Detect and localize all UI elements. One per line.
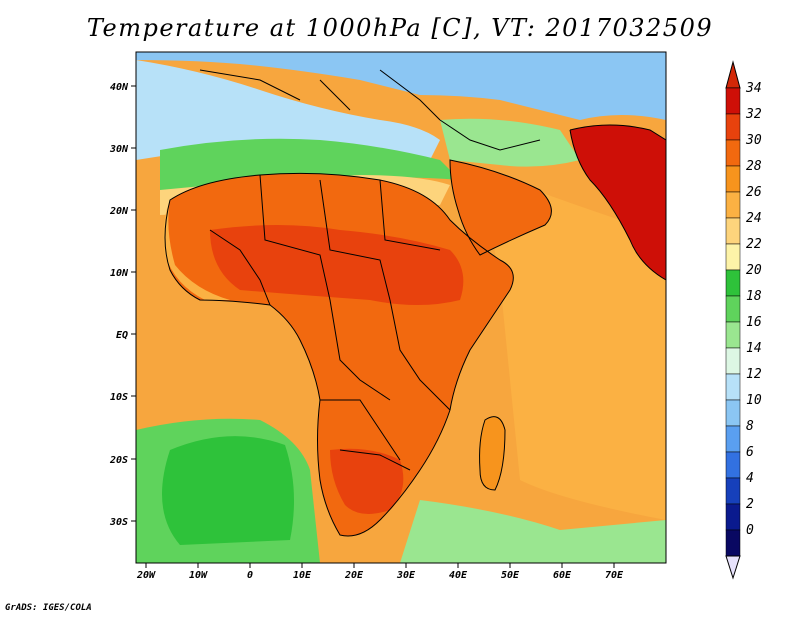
colorbar-swatch bbox=[725, 217, 741, 245]
lon-label: 20W bbox=[136, 570, 156, 581]
colorbar-label: 32 bbox=[745, 107, 762, 122]
map-frame bbox=[135, 51, 667, 564]
colorbar-label: 28 bbox=[746, 159, 762, 174]
colorbar-top-arrow bbox=[725, 60, 741, 89]
colorbar-label: 20 bbox=[746, 263, 762, 278]
colorbar-swatch bbox=[725, 165, 741, 193]
lon-label: 20E bbox=[344, 570, 364, 581]
colorbar-label: 4 bbox=[746, 471, 754, 486]
colorbar-swatch bbox=[725, 529, 741, 557]
lat-label: 20N bbox=[109, 206, 129, 217]
south-indian-cool-zone bbox=[400, 500, 666, 563]
political-borders bbox=[164, 69, 666, 537]
colorbar-label: 30 bbox=[745, 133, 762, 148]
colorbar-bottom-arrow bbox=[725, 555, 741, 580]
colorbar-swatch bbox=[725, 243, 741, 271]
credit-label: GrADS: IGES/COLA bbox=[5, 603, 92, 613]
longitude-labels: 20W 10W 0 10E 20E 30E 40E 50E 60E 70E bbox=[136, 570, 624, 581]
colorbar-label: 24 bbox=[746, 211, 762, 226]
lon-label: 50E bbox=[501, 570, 520, 581]
southern-africa-hot-zone bbox=[330, 448, 404, 514]
colorbar-swatch bbox=[725, 139, 741, 167]
colorbar-swatch bbox=[725, 87, 741, 115]
west-africa-coast bbox=[163, 200, 230, 300]
colorbar-label: 22 bbox=[746, 237, 762, 252]
mediterranean-sea bbox=[136, 60, 440, 160]
colorbar-label: 12 bbox=[746, 367, 762, 382]
lat-label: EQ bbox=[116, 330, 128, 341]
lat-label: 20S bbox=[109, 455, 128, 466]
colorbar-label: 6 bbox=[746, 445, 754, 460]
lon-label: 30E bbox=[396, 570, 416, 581]
lon-label: 10W bbox=[189, 570, 208, 581]
colorbar-label: 2 bbox=[746, 497, 754, 512]
colorbar-label: 18 bbox=[746, 289, 762, 304]
lat-label: 10N bbox=[110, 268, 129, 279]
colorbar-swatch bbox=[725, 425, 741, 453]
sahel-hot-zone bbox=[210, 225, 464, 305]
lon-label: 0 bbox=[247, 570, 253, 581]
colorbar-label: 16 bbox=[746, 315, 762, 330]
colorbar-label: 0 bbox=[746, 523, 754, 538]
lat-label: 30N bbox=[109, 144, 129, 155]
lon-label: 40E bbox=[449, 570, 468, 581]
colorbar-swatch bbox=[725, 347, 741, 375]
map-area bbox=[136, 52, 666, 563]
lat-label: 10S bbox=[110, 392, 128, 403]
colorbar-label: 14 bbox=[746, 341, 762, 356]
longitude-ticks bbox=[145, 563, 615, 568]
lon-label: 10E bbox=[293, 570, 312, 581]
latitude-labels: 40N 30N 20N 10N EQ 10S 20S 30S bbox=[109, 82, 129, 528]
colorbar-label: 26 bbox=[746, 185, 762, 200]
india-subcontinent bbox=[570, 125, 666, 280]
colorbar-label: 8 bbox=[746, 419, 754, 434]
colorbar-swatch bbox=[725, 451, 741, 479]
latitude-ticks bbox=[131, 85, 136, 522]
colorbar-swatch bbox=[725, 373, 741, 401]
colorbar-swatch bbox=[725, 269, 741, 297]
colorbar-swatch bbox=[725, 191, 741, 219]
south-atlantic-green-zone bbox=[162, 436, 294, 545]
lat-label: 30S bbox=[109, 517, 128, 528]
lon-label: 70E bbox=[605, 570, 624, 581]
lon-label: 60E bbox=[553, 570, 572, 581]
map-title: Temperature at 1000hPa [C], VT: 20170325… bbox=[86, 14, 714, 42]
lat-label: 40N bbox=[110, 82, 129, 93]
colorbar-swatch bbox=[725, 113, 741, 141]
middle-east-green bbox=[440, 118, 580, 167]
colorbar-swatch bbox=[725, 399, 741, 427]
colorbar-swatch bbox=[725, 295, 741, 323]
colorbar-label: 10 bbox=[746, 393, 762, 408]
colorbar-label: 34 bbox=[745, 81, 762, 96]
colorbar-swatch bbox=[725, 503, 741, 531]
colorbar-swatch bbox=[725, 321, 741, 349]
colorbar-swatch bbox=[725, 477, 741, 505]
madagascar bbox=[479, 416, 505, 490]
indian-ocean-pale-zone bbox=[480, 170, 666, 520]
